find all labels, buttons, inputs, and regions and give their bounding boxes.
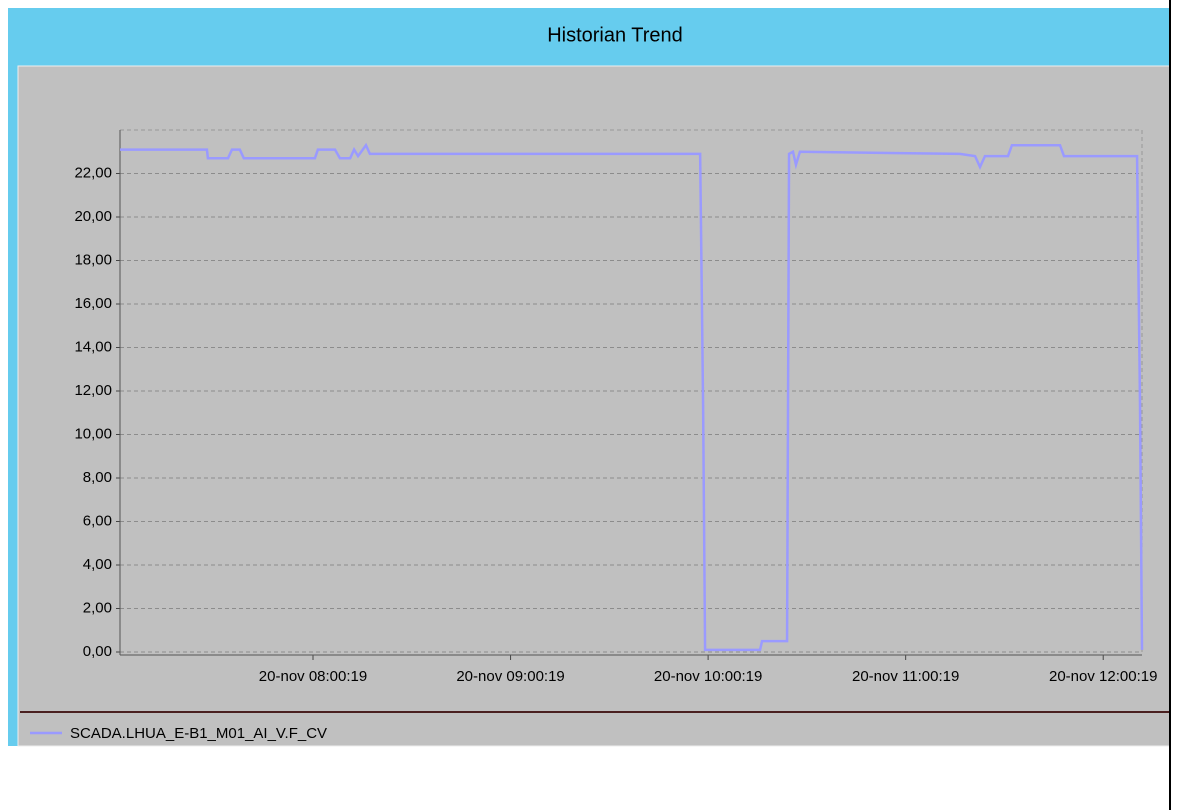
y-tick-label: 6,00 bbox=[83, 512, 112, 529]
x-tick-label: 20-nov 12:00:19 bbox=[1049, 668, 1157, 685]
y-tick-label: 8,00 bbox=[83, 469, 112, 486]
legend-label: SCADA.LHUA_E-B1_M01_AI_V.F_CV bbox=[70, 725, 327, 742]
window-title: Historian Trend bbox=[547, 24, 683, 46]
x-tick-label: 20-nov 10:00:19 bbox=[654, 668, 762, 685]
y-tick-label: 4,00 bbox=[83, 556, 112, 573]
y-tick-label: 0,00 bbox=[83, 643, 112, 660]
x-tick-label: 20-nov 11:00:19 bbox=[852, 668, 959, 685]
y-tick-label: 12,00 bbox=[74, 382, 112, 399]
x-tick-label: 20-nov 09:00:19 bbox=[456, 668, 564, 685]
plot: 0,00 2,00 4,00 6,00 8,00 10,00 12,00 14,00 16,00… bbox=[30, 129, 1157, 742]
chart-panel bbox=[17, 65, 1171, 747]
y-tick-label: 20,00 bbox=[74, 208, 112, 225]
y-tick-label: 22,00 bbox=[74, 164, 112, 181]
y-tick-label: 16,00 bbox=[74, 295, 112, 312]
y-tick-label: 14,00 bbox=[74, 338, 112, 355]
y-tick-label: 2,00 bbox=[83, 599, 112, 616]
y-tick-label: 10,00 bbox=[74, 425, 112, 442]
x-tick-label: 20-nov 08:00:19 bbox=[259, 668, 367, 685]
y-tick-label: 18,00 bbox=[74, 251, 112, 268]
trend-line bbox=[120, 142, 1144, 652]
